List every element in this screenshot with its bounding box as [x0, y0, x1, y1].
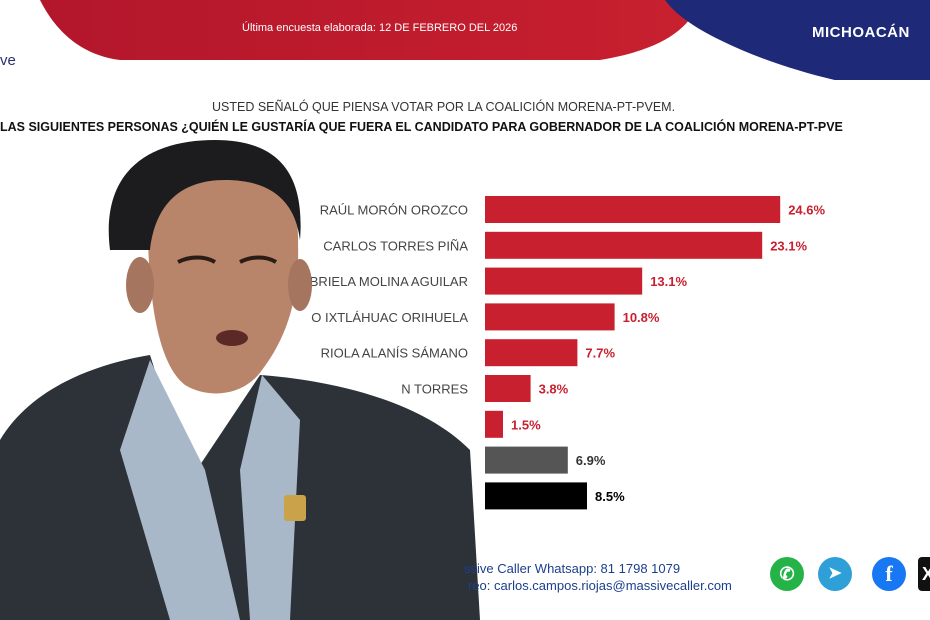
category-label: O IXTLÁHUAC ORIHUELA: [311, 310, 468, 325]
category-label: RIOLA ALANÍS SÁMANO: [321, 346, 468, 361]
question-line-2: LAS SIGUIENTES PERSONAS ¿QUIÉN LE GUSTAR…: [0, 120, 843, 134]
bar: [485, 303, 615, 331]
bar-value-label: 3.8%: [539, 382, 569, 397]
footer-email-text: reo: carlos.campos.riojas@massivecaller.…: [468, 578, 732, 593]
bar-value-label: 7.7%: [585, 346, 615, 361]
bar: [485, 375, 531, 402]
bar-value-label: 1.5%: [511, 417, 541, 432]
telegram-icon[interactable]: ➤: [818, 557, 852, 591]
portrait-photo: [0, 140, 480, 620]
bar-value-label: 13.1%: [650, 274, 687, 289]
bar: [485, 482, 587, 510]
bar-value-label: 10.8%: [623, 310, 660, 325]
category-label: RAÚL MORÓN OROZCO: [320, 203, 468, 218]
bar-value-label: 8.5%: [595, 489, 625, 504]
whatsapp-icon[interactable]: ✆: [770, 557, 804, 591]
bar: [485, 231, 763, 259]
survey-date: Última encuesta elaborada: 12 DE FEBRERO…: [242, 22, 518, 34]
bar: [485, 446, 568, 474]
bar: [485, 410, 503, 438]
region-label: MICHOACÁN: [812, 24, 910, 41]
bar-value-label: 6.9%: [576, 453, 606, 468]
bar: [485, 267, 643, 295]
category-label: N TORRES: [401, 382, 468, 397]
category-label: CARLOS TORRES PIÑA: [323, 238, 468, 253]
bar-value-label: 24.6%: [788, 203, 825, 218]
x-icon[interactable]: X: [918, 557, 930, 591]
facebook-icon[interactable]: f: [872, 557, 906, 591]
bar: [485, 339, 578, 367]
bar: [485, 196, 781, 223]
header-band: [40, 0, 930, 80]
logo-fragment: ve: [0, 52, 16, 69]
bar-value-label: 23.1%: [770, 238, 807, 253]
footer-whatsapp-text: ssive Caller Whatsapp: 81 1798 1079: [464, 561, 681, 576]
category-label: BRIELA MOLINA AGUILAR: [310, 274, 468, 289]
